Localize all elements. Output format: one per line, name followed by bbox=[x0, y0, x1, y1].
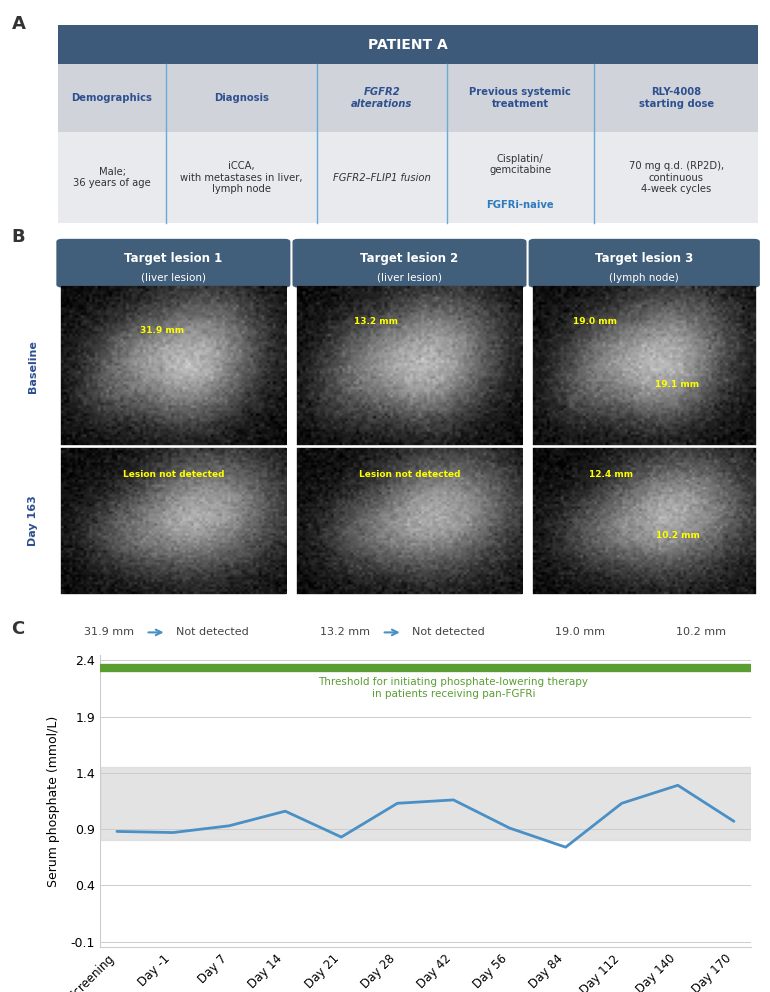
FancyBboxPatch shape bbox=[296, 448, 522, 593]
Text: A: A bbox=[12, 15, 25, 33]
Text: Male;
36 years of age: Male; 36 years of age bbox=[73, 167, 151, 188]
FancyBboxPatch shape bbox=[293, 239, 527, 288]
Text: 19.0 mm: 19.0 mm bbox=[555, 627, 605, 638]
Text: C: C bbox=[12, 620, 25, 638]
FancyBboxPatch shape bbox=[58, 64, 758, 132]
FancyBboxPatch shape bbox=[533, 448, 755, 593]
Text: (liver lesion): (liver lesion) bbox=[141, 273, 206, 283]
Text: 31.9 mm: 31.9 mm bbox=[139, 326, 184, 335]
Text: FGFRi-naive: FGFRi-naive bbox=[487, 200, 554, 210]
FancyBboxPatch shape bbox=[296, 286, 522, 444]
Y-axis label: Serum phosphate (mmol/L): Serum phosphate (mmol/L) bbox=[47, 715, 60, 887]
Text: Diagnosis: Diagnosis bbox=[214, 93, 270, 103]
Text: 19.0 mm: 19.0 mm bbox=[573, 316, 617, 325]
Text: RLY-4008
starting dose: RLY-4008 starting dose bbox=[638, 87, 714, 109]
Text: FGFR2–FLIP1 fusion: FGFR2–FLIP1 fusion bbox=[333, 173, 430, 183]
Text: Cisplatin/
gemcitabine: Cisplatin/ gemcitabine bbox=[489, 154, 551, 176]
Text: Threshold for initiating phosphate-lowering therapy
in patients receiving pan-FG: Threshold for initiating phosphate-lower… bbox=[319, 678, 588, 698]
Text: Target lesion 3: Target lesion 3 bbox=[595, 252, 693, 265]
Text: 10.2 mm: 10.2 mm bbox=[656, 531, 700, 540]
Text: Target lesion 1: Target lesion 1 bbox=[124, 252, 223, 265]
Text: Target lesion 2: Target lesion 2 bbox=[360, 252, 459, 265]
Text: Previous systemic
treatment: Previous systemic treatment bbox=[469, 87, 571, 109]
Text: Not detected: Not detected bbox=[413, 627, 485, 638]
Text: (lymph node): (lymph node) bbox=[609, 273, 679, 283]
Text: Demographics: Demographics bbox=[72, 93, 152, 103]
Text: 19.1 mm: 19.1 mm bbox=[655, 380, 699, 389]
Text: B: B bbox=[12, 228, 25, 246]
Text: 31.9 mm: 31.9 mm bbox=[84, 627, 134, 638]
Text: FGFR2
alterations: FGFR2 alterations bbox=[351, 87, 413, 109]
Text: Lesion not detected: Lesion not detected bbox=[122, 469, 224, 478]
Text: iCCA,
with metastases in liver,
lymph node: iCCA, with metastases in liver, lymph no… bbox=[180, 161, 303, 194]
Text: 13.2 mm: 13.2 mm bbox=[353, 316, 397, 325]
Text: (liver lesion): (liver lesion) bbox=[377, 273, 442, 283]
FancyBboxPatch shape bbox=[533, 286, 755, 444]
Text: 10.2 mm: 10.2 mm bbox=[676, 627, 726, 638]
FancyBboxPatch shape bbox=[529, 239, 760, 288]
Text: Lesion not detected: Lesion not detected bbox=[359, 469, 460, 478]
Text: PATIENT A: PATIENT A bbox=[368, 38, 448, 52]
Text: 13.2 mm: 13.2 mm bbox=[320, 627, 370, 638]
FancyBboxPatch shape bbox=[61, 286, 286, 444]
Text: 70 mg q.d. (RP2D),
continuous
4-week cycles: 70 mg q.d. (RP2D), continuous 4-week cyc… bbox=[628, 161, 724, 194]
Text: Not detected: Not detected bbox=[176, 627, 249, 638]
FancyBboxPatch shape bbox=[58, 25, 758, 64]
Text: Baseline: Baseline bbox=[28, 340, 38, 393]
FancyBboxPatch shape bbox=[61, 448, 286, 593]
Text: 12.4 mm: 12.4 mm bbox=[589, 469, 633, 478]
FancyBboxPatch shape bbox=[56, 239, 290, 288]
Bar bbox=[100, 767, 751, 840]
FancyBboxPatch shape bbox=[58, 132, 758, 223]
Text: Day 163: Day 163 bbox=[28, 495, 38, 547]
